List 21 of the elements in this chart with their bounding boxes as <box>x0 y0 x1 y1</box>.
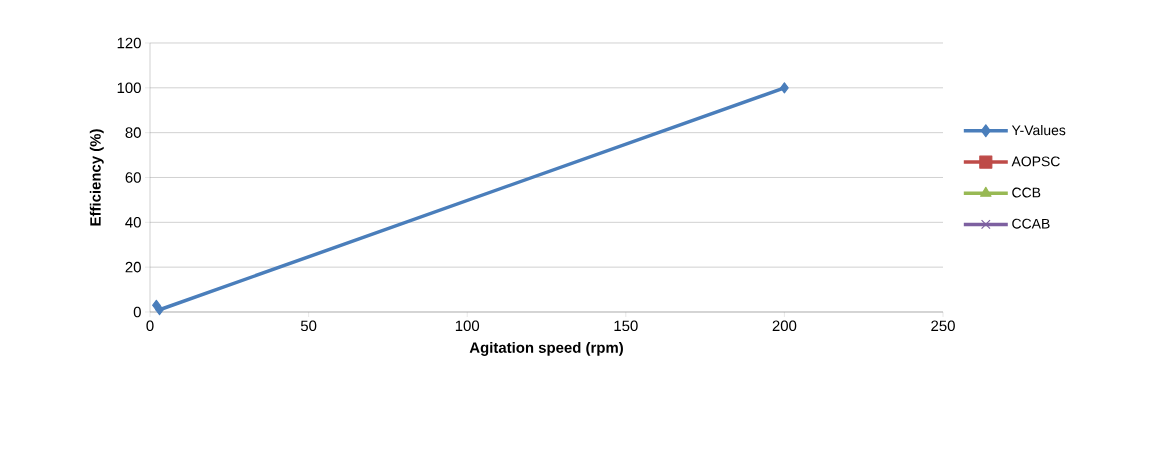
x-tick-label: 0 <box>146 320 154 332</box>
x-tick-label: 250 <box>931 320 955 332</box>
y-tick-label: 40 <box>125 217 141 228</box>
y-tick-label: 20 <box>125 261 141 273</box>
point <box>780 82 789 94</box>
x-tick-label: 50 <box>300 320 317 332</box>
x-tick-label: 100 <box>455 320 480 332</box>
x-tick-label: 200 <box>772 320 797 332</box>
x-axis-title: Agitation speed (rpm) <box>469 341 623 356</box>
y-axis-title: Efficiency (%) <box>89 129 104 226</box>
y-tick-label: 80 <box>125 127 141 138</box>
legend-label: CCB <box>1012 187 1041 198</box>
y-tick-label: 0 <box>133 306 141 318</box>
x-tick-label: 150 <box>614 320 638 332</box>
legend-label: AOPSC <box>1011 156 1060 167</box>
legend-label: CCAB <box>1012 218 1050 229</box>
point <box>155 304 164 316</box>
y-tick-label: 120 <box>117 37 141 49</box>
legend-label: Y-Values <box>1011 124 1066 136</box>
y-tick-label: 60 <box>125 172 141 183</box>
y-tick-label: 100 <box>117 82 141 94</box>
